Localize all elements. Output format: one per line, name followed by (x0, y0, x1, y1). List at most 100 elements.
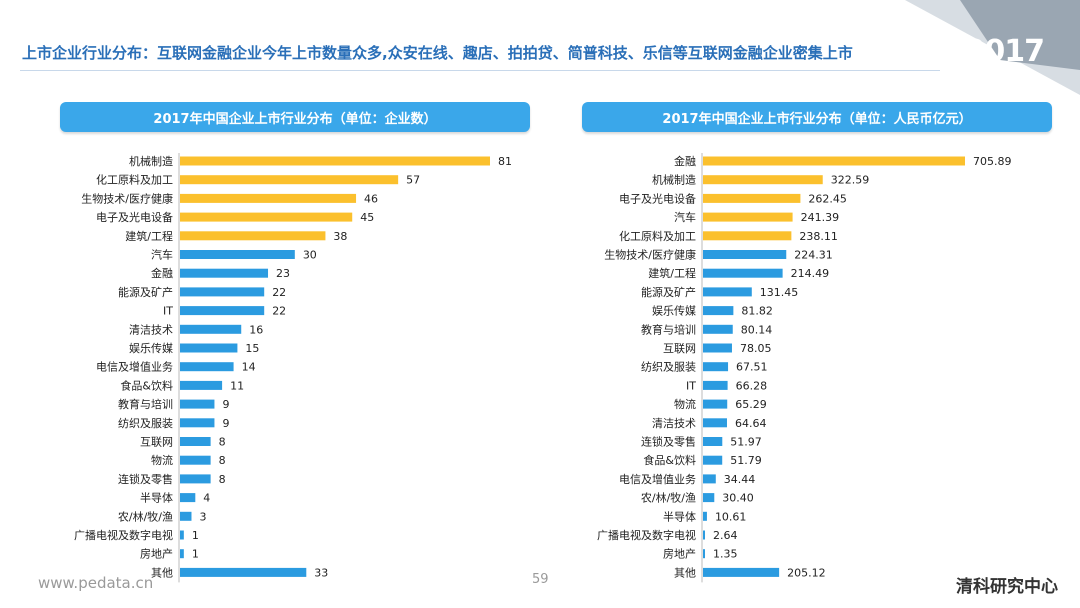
category-label: 生物技术/医疗健康 (81, 191, 173, 205)
category-label: 教育与培训 (641, 322, 696, 336)
value-label: 205.12 (787, 566, 826, 579)
value-label: 22 (272, 286, 286, 299)
value-label: 30 (303, 249, 317, 262)
value-label: 131.45 (760, 286, 799, 299)
value-label: 2.64 (713, 529, 738, 542)
bar (703, 493, 715, 503)
category-label: 化工原料及加工 (619, 229, 696, 243)
bar (703, 530, 705, 540)
category-label: 物流 (674, 397, 696, 411)
category-label: IT (163, 305, 173, 318)
bar (703, 455, 723, 465)
category-label: 连锁及零售 (118, 472, 173, 486)
bar (703, 362, 729, 372)
bar (180, 549, 184, 559)
value-label: 8 (219, 436, 226, 449)
bar (180, 193, 357, 203)
category-label: 电信及增值业务 (96, 360, 173, 374)
category-label: 连锁及零售 (641, 435, 696, 449)
category-label: 物流 (151, 453, 173, 467)
bar (703, 418, 727, 428)
category-label: 房地产 (663, 547, 696, 561)
value-label: 16 (249, 323, 263, 336)
bar (180, 474, 211, 484)
bar (180, 362, 234, 372)
bar (180, 380, 223, 390)
category-label: 其他 (674, 566, 696, 579)
value-label: 322.59 (831, 174, 870, 187)
category-label: 建筑/工程 (125, 229, 173, 243)
bar (180, 250, 295, 259)
value-label: 241.39 (801, 211, 840, 224)
bar (703, 549, 705, 559)
category-label: 半导体 (140, 491, 173, 505)
year-badge: 2017 (964, 34, 1045, 69)
category-label: 能源及矿产 (641, 285, 696, 299)
bar (180, 493, 196, 503)
value-label: 33 (314, 566, 328, 579)
category-label: 互联网 (140, 436, 173, 449)
category-label: 机械制造 (129, 154, 173, 168)
category-label: 广播电视及数字电视 (597, 528, 696, 542)
category-label: 纺织及服装 (641, 360, 696, 374)
bar (180, 399, 215, 409)
bar (703, 567, 780, 577)
category-label: 电子及光电设备 (96, 210, 173, 224)
bar (180, 306, 265, 316)
bar (703, 287, 752, 297)
left-chart-title: 2017年中国企业上市行业分布（单位：企业数） (60, 102, 530, 132)
value-label: 705.89 (973, 155, 1012, 168)
value-label: 78.05 (740, 342, 772, 355)
value-label: 1.35 (713, 548, 738, 561)
value-label: 3 (199, 510, 206, 523)
value-label: 81 (498, 155, 512, 168)
value-label: 8 (219, 454, 226, 467)
value-label: 81.82 (741, 305, 773, 318)
bar (703, 474, 716, 484)
value-label: 30.40 (722, 492, 754, 505)
bar (703, 437, 723, 446)
bar (703, 156, 965, 166)
category-label: 建筑/工程 (648, 266, 696, 280)
bar (703, 306, 734, 316)
category-label: 房地产 (140, 547, 173, 561)
category-label: 广播电视及数字电视 (74, 528, 173, 542)
value-label: 8 (219, 473, 226, 486)
bar (703, 212, 793, 222)
bar (180, 287, 265, 297)
right-chart-title: 2017年中国企业上市行业分布（单位：人民币亿元） (582, 102, 1052, 132)
value-label: 9 (222, 417, 229, 430)
category-label: 机械制造 (652, 173, 696, 187)
header-decoration (905, 0, 1080, 95)
category-label: 能源及矿产 (118, 285, 173, 299)
value-label: 4 (203, 492, 210, 505)
category-label: 农/林/牧/渔 (641, 491, 696, 505)
category-label: 汽车 (674, 210, 696, 224)
bar (180, 231, 326, 241)
value-label: 1 (192, 529, 199, 542)
category-label: 食品&饮料 (120, 378, 173, 392)
category-label: 娱乐传媒 (652, 304, 696, 318)
bar (703, 511, 707, 521)
value-label: 64.64 (735, 417, 767, 430)
value-label: 9 (222, 398, 229, 411)
category-label: 互联网 (663, 342, 696, 355)
value-label: 80.14 (741, 323, 773, 336)
bar (180, 324, 242, 334)
category-label: 金融 (151, 266, 173, 280)
value-label: 67.51 (736, 361, 768, 374)
bar (703, 193, 801, 203)
category-label: 电子及光电设备 (619, 191, 696, 205)
value-label: 262.45 (808, 192, 847, 205)
value-label: 224.31 (794, 249, 833, 262)
bar (180, 511, 192, 521)
footer-logo: 清科研究中心 (956, 577, 1058, 597)
value-label: 14 (242, 361, 256, 374)
bar (180, 175, 399, 185)
bar (180, 268, 269, 278)
footer-url[interactable]: www.pedata.cn (38, 574, 154, 592)
value-label: 10.61 (715, 510, 747, 523)
value-label: 22 (272, 305, 286, 318)
bar (703, 268, 783, 278)
